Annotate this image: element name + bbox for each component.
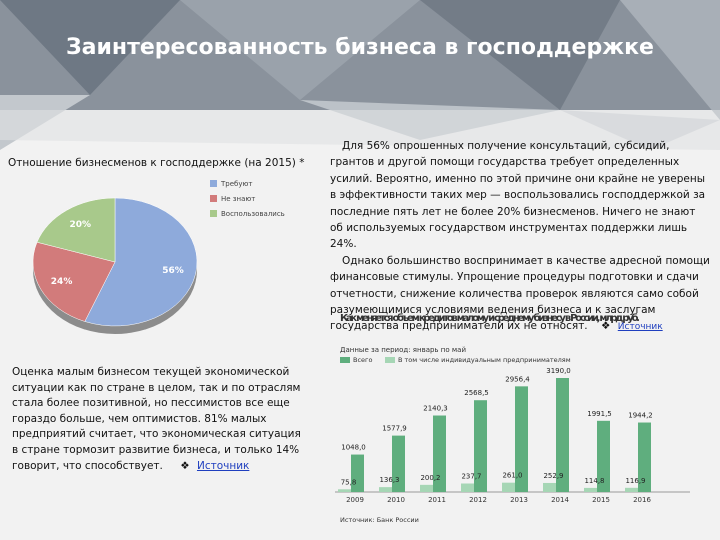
bar: [515, 386, 528, 492]
left-text: Оценка малым бизнесом текущей экономичес…: [12, 365, 310, 474]
x-tick-label: 2013: [510, 496, 528, 504]
paragraph: Для 56% опрошенных получение консультаци…: [330, 140, 706, 251]
legend-swatch: [210, 195, 217, 202]
x-tick-label: 2015: [592, 496, 610, 504]
legend-swatch: [385, 357, 395, 363]
data-label: 252,9: [543, 472, 563, 480]
data-label: 20%: [70, 220, 92, 230]
source-link[interactable]: Источник: [617, 322, 663, 333]
pie-slice: [36, 197, 116, 263]
data-label: 2956,4: [505, 375, 530, 383]
data-label: 1991,5: [587, 410, 612, 418]
x-tick-label: 2014: [551, 496, 569, 504]
legend-label: Не знают: [221, 195, 255, 203]
paragraph: Однако большинство воспринимает в качест…: [330, 254, 710, 333]
right-text: Для 56% опрошенных получение консультаци…: [330, 138, 710, 336]
data-label: 75,8: [341, 478, 357, 486]
legend-swatch: [210, 210, 217, 217]
bar: [502, 482, 515, 492]
data-label: 114,8: [584, 477, 604, 485]
data-label: 2140,3: [423, 405, 448, 413]
data-label: 116,9: [625, 477, 645, 485]
chart-title: Отношение бизнесменов к господдержке (на…: [8, 157, 304, 169]
bar: [392, 435, 405, 492]
data-label: 1577,9: [382, 425, 407, 433]
paragraph: Оценка малым бизнесом текущей экономичес…: [12, 365, 310, 474]
bar: [433, 415, 446, 492]
bar: [556, 378, 569, 492]
x-tick-label: 2009: [346, 496, 364, 504]
chart-note: Источник: Банк России: [340, 516, 419, 524]
legend-label: Всего: [353, 356, 372, 364]
bar: [474, 400, 487, 492]
chart-subtitle: Данные за период: январь по май: [340, 346, 466, 354]
data-label: 2568,5: [464, 389, 489, 397]
bar: [338, 489, 351, 492]
x-tick-label: 2012: [469, 496, 487, 504]
data-label: 237,7: [461, 473, 481, 481]
x-tick-label: 2016: [633, 496, 651, 504]
bar: [584, 487, 597, 492]
data-label: 261,0: [502, 472, 522, 480]
paragraph: Оценка малым бизнесом текущей экономичес…: [12, 366, 301, 472]
bar: [379, 487, 392, 492]
pie-slice: [32, 241, 116, 322]
slide-title: Заинтересованность бизнеса в господдержк…: [66, 35, 654, 60]
data-label: 56%: [162, 266, 184, 276]
data-label: 200,2: [420, 474, 440, 482]
data-label: 3190,0: [546, 367, 571, 375]
icon: ❖: [601, 320, 611, 333]
data-label: 1944,2: [628, 412, 653, 420]
data-label: 24%: [51, 277, 73, 287]
pie-slice: [84, 197, 198, 327]
data-label: 1048,0: [341, 444, 366, 452]
background: [0, 0, 720, 150]
bar: [420, 484, 433, 492]
legend-swatch: [210, 180, 217, 187]
icon: ❖: [180, 459, 190, 472]
legend-label: В том числе индивидуальным предпринимате…: [398, 356, 571, 364]
bar: [461, 483, 474, 492]
data-label: 136,3: [379, 476, 399, 484]
bar: [638, 422, 651, 492]
legend-label: Воспользовались: [221, 210, 285, 218]
legend-label: Требуют: [220, 180, 252, 188]
bar: [597, 420, 610, 492]
bar: [351, 454, 364, 492]
source-link[interactable]: Источник: [196, 459, 250, 472]
bar: [543, 482, 556, 492]
x-tick-label: 2011: [428, 496, 446, 504]
chart-title: Как меняется объем кредитов малому и сре…: [340, 312, 640, 324]
bar: [625, 487, 638, 492]
x-tick-label: 2010: [387, 496, 405, 504]
paragraph: Однако большинство воспринимает в качест…: [330, 253, 710, 336]
legend-swatch: [340, 357, 350, 363]
